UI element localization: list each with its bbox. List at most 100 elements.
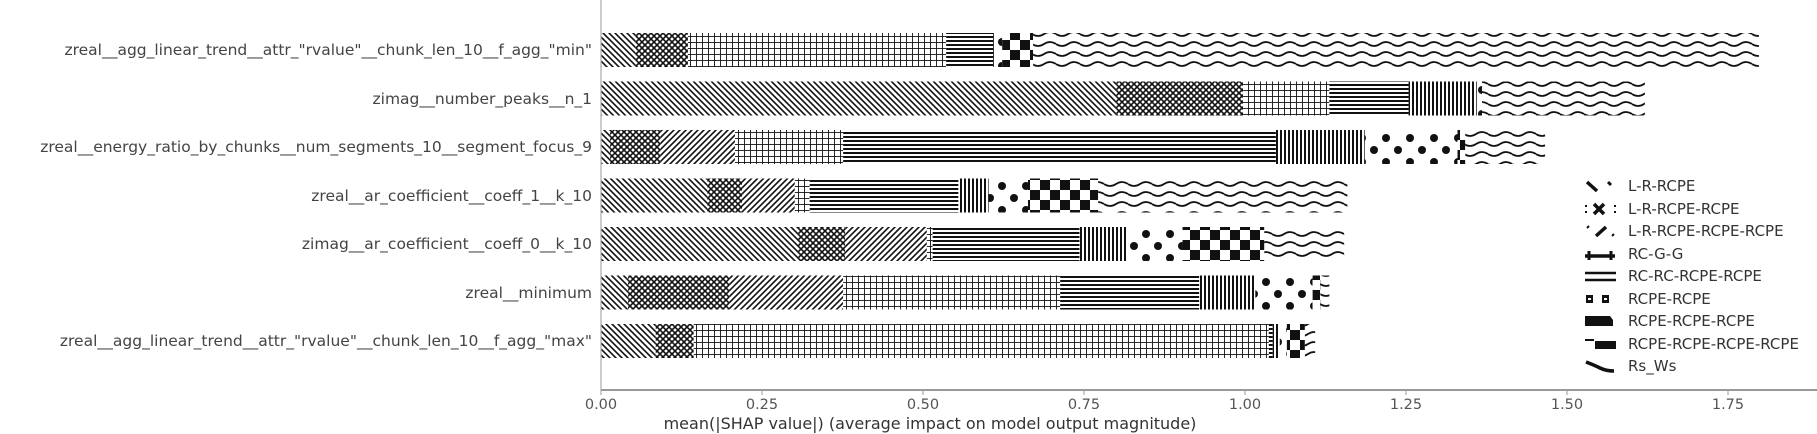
bar-segment-diag-back xyxy=(601,275,629,310)
bar-segment-grid xyxy=(1243,81,1330,116)
legend-item-rcpe-rcpe-rcpe: RCPE-RCPE-RCPE xyxy=(1582,311,1817,331)
bar-segment-diag-fwd xyxy=(660,130,735,164)
legend-label: RCPE-RCPE xyxy=(1628,289,1711,308)
bar-segment-diag-fwd xyxy=(729,275,844,310)
bar-row xyxy=(601,130,1546,164)
grid-icon xyxy=(1585,250,1615,260)
y-label: zimag__number_peaks__n_1 xyxy=(372,89,592,108)
legend-item-rc-g-g: RC-G-G xyxy=(1582,244,1817,264)
bar-segment-diag-fwd xyxy=(845,227,927,261)
bar-row xyxy=(601,81,1645,116)
bar-segment-checker xyxy=(1286,324,1305,358)
x-tick-label: 1.25 xyxy=(1389,397,1423,413)
bar-segment-dots xyxy=(1364,130,1458,164)
bar-segment-crosshatch xyxy=(707,178,743,213)
bar-segment-diag-back xyxy=(601,33,636,67)
legend-label: Rs_Ws xyxy=(1628,357,1677,375)
bar-segment-dots xyxy=(1476,81,1482,116)
bar-segment-horizontal xyxy=(1329,81,1409,116)
bar-segment-grid xyxy=(926,227,933,261)
bar-segment-waves xyxy=(1304,324,1316,358)
bar-segment-waves xyxy=(1320,275,1330,310)
bar-segment-checker xyxy=(1312,275,1321,310)
bar-segment-waves xyxy=(1098,178,1348,213)
bar-segment-grid xyxy=(843,275,1061,310)
bar-segment-crosshatch xyxy=(798,227,846,261)
bar-segment-crosshatch xyxy=(635,33,688,67)
legend-item-rc-rc-rcpe-rcpe: RC-RC-RCPE-RCPE xyxy=(1582,266,1817,286)
bars-group xyxy=(601,33,1759,358)
legend-label: RC-RC-RCPE-RCPE xyxy=(1628,267,1762,285)
legend-item-l-r-rcpe: L-R-RCPE xyxy=(1582,176,1817,196)
bar-segment-vertical xyxy=(958,178,989,213)
bar-segment-checker xyxy=(1457,130,1466,164)
y-label: zreal__ar_coefficient__coeff_1__k_10 xyxy=(311,186,592,205)
x-tick-label: 0.25 xyxy=(745,397,779,413)
bar-segment-diag-fwd xyxy=(742,178,795,213)
bar-segment-crosshatch xyxy=(628,275,730,310)
bar-segment-vertical xyxy=(1408,81,1477,116)
bar-segment-grid xyxy=(794,178,810,213)
bar-segment-diag-back xyxy=(601,227,799,261)
bar-segment-checker xyxy=(1002,33,1034,67)
bar-segment-dots xyxy=(1255,275,1313,310)
bar-row xyxy=(601,324,1316,358)
bar-segment-horizontal xyxy=(946,33,994,67)
bar-segment-dots xyxy=(1127,227,1183,261)
bar-segment-vertical xyxy=(993,33,996,67)
y-label: zimag__ar_coefficient__coeff_0__k_10 xyxy=(301,235,592,253)
x-tick-label: 0.00 xyxy=(584,397,618,413)
bar-segment-dots xyxy=(995,33,1003,67)
bar-segment-crosshatch xyxy=(610,130,661,164)
legend-label: RCPE-RCPE-RCPE xyxy=(1628,312,1755,330)
checker-icon xyxy=(1585,338,1616,349)
bar-segment-grid xyxy=(693,324,1269,358)
bar-row xyxy=(601,178,1348,213)
bar-row xyxy=(601,227,1345,261)
bar-segment-checker xyxy=(1027,178,1099,213)
legend-label: RC-G-G xyxy=(1628,244,1684,263)
legend-item-rs-ws: Rs_Ws xyxy=(1582,356,1817,376)
bar-segment-crosshatch xyxy=(1116,81,1244,116)
bar-segment-grid xyxy=(734,130,844,164)
bar-segment-dots xyxy=(988,178,1028,213)
bar-segment-waves xyxy=(1264,227,1345,261)
x-tick-label: 1.50 xyxy=(1550,397,1584,413)
legend-item-rcpe-rcpe-rcpe-rcpe: RCPE-RCPE-RCPE-RCPE xyxy=(1582,334,1817,354)
vertical-lines-icon xyxy=(1586,294,1609,303)
horizontal-lines-icon xyxy=(1585,271,1616,282)
legend-item-l-r-rcpe-rcpe: L-R-RCPE-RCPE xyxy=(1582,199,1817,219)
legend-label: L-R-RCPE-RCPE-RCPE xyxy=(1628,222,1784,240)
bar-segment-waves xyxy=(1033,33,1759,67)
bar-segment-diag-back xyxy=(601,324,656,358)
bar-segment-vertical xyxy=(1272,324,1280,358)
diag-back-icon xyxy=(1585,180,1613,193)
bar-segment-vertical xyxy=(1199,275,1256,310)
x-tick-label: 1.75 xyxy=(1711,397,1745,413)
y-label: zreal__energy_ratio_by_chunks__num_segme… xyxy=(40,138,592,156)
legend-label: RCPE-RCPE-RCPE-RCPE xyxy=(1628,334,1799,353)
bar-segment-checker xyxy=(1182,227,1265,261)
bar-segment-horizontal xyxy=(932,227,1080,261)
bar-row xyxy=(601,33,1759,67)
bar-segment-diag-back xyxy=(601,178,708,213)
bar-segment-diag-back xyxy=(601,130,611,164)
y-label: zreal__agg_linear_trend__attr_"rvalue"__… xyxy=(59,332,592,350)
legend-item-l-r-rcpe-rcpe-rcpe: L-R-RCPE-RCPE-RCPE xyxy=(1582,221,1817,241)
x-tick-label: 0.75 xyxy=(1067,397,1101,413)
y-label: zreal__minimum xyxy=(465,283,592,302)
legend-label: L-R-RCPE-RCPE xyxy=(1628,199,1740,218)
legend-label: L-R-RCPE xyxy=(1628,177,1696,195)
y-label: zreal__agg_linear_trend__attr_"rvalue"__… xyxy=(64,41,592,59)
bar-segment-dots xyxy=(1279,324,1287,358)
bar-segment-diag-back xyxy=(601,81,1117,116)
crosshatch-icon xyxy=(1585,202,1616,215)
bar-segment-horizontal xyxy=(1268,324,1273,358)
x-axis-ticks xyxy=(600,390,1729,395)
bar-segment-waves xyxy=(1481,81,1645,116)
bar-segment-horizontal xyxy=(809,178,959,213)
x-tick-label: 0.50 xyxy=(906,397,940,413)
x-axis-title: mean(|SHAP value|) (average impact on mo… xyxy=(663,414,1197,433)
